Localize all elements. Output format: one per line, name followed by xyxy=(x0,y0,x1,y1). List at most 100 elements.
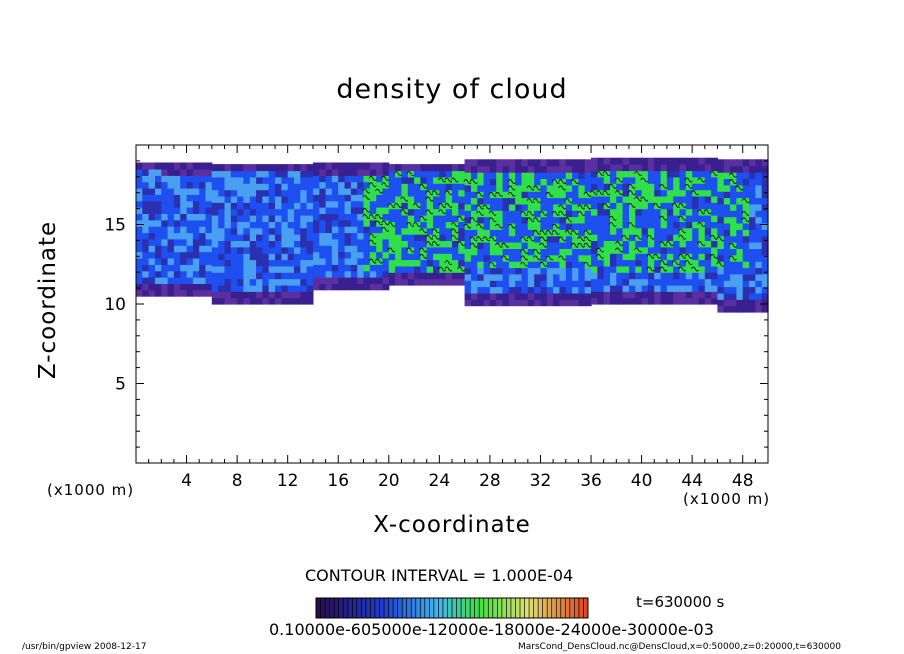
density-cell xyxy=(591,297,598,305)
density-cell xyxy=(407,164,415,172)
density-cell xyxy=(730,184,737,192)
density-cell xyxy=(515,172,523,179)
density-cell xyxy=(546,242,554,249)
contour-line xyxy=(659,215,669,221)
density-cell xyxy=(603,215,611,222)
density-cell xyxy=(610,253,617,261)
density-cell xyxy=(673,253,681,261)
density-cell xyxy=(622,240,630,248)
density-cell xyxy=(243,221,251,229)
density-cell xyxy=(527,261,535,269)
density-cell xyxy=(262,215,270,222)
density-cell xyxy=(502,261,510,269)
density-cell xyxy=(262,208,270,216)
contour-line xyxy=(602,190,612,196)
density-cell xyxy=(565,261,573,269)
density-cell xyxy=(742,235,750,243)
density-cell xyxy=(186,219,194,227)
density-cell xyxy=(755,261,763,269)
density-cell xyxy=(414,259,421,267)
density-cell xyxy=(262,284,270,292)
contour-line xyxy=(520,255,530,261)
density-cell xyxy=(205,289,213,297)
density-cell xyxy=(401,240,409,248)
contour-line xyxy=(431,241,441,246)
density-cell xyxy=(243,240,251,248)
density-cell xyxy=(319,219,327,227)
contour-line xyxy=(741,198,751,204)
contour-line xyxy=(596,171,605,177)
density-cell xyxy=(338,270,346,278)
density-cell xyxy=(578,222,586,230)
density-cell xyxy=(287,227,295,235)
density-cell xyxy=(673,291,681,299)
density-cell xyxy=(572,286,579,294)
density-cell xyxy=(224,291,232,299)
density-cell xyxy=(603,246,611,254)
density-cell xyxy=(136,219,143,227)
contour-line xyxy=(615,177,624,183)
density-cell xyxy=(666,164,674,172)
density-cell xyxy=(414,227,421,235)
density-cell xyxy=(287,189,295,197)
density-cell xyxy=(704,297,712,305)
density-cell xyxy=(685,202,693,210)
density-cell xyxy=(679,189,687,197)
density-cell xyxy=(173,187,181,195)
contour-line xyxy=(684,253,694,259)
density-cell xyxy=(224,176,232,184)
density-cell xyxy=(262,272,270,280)
density-cell xyxy=(420,202,428,210)
density-cell xyxy=(331,238,339,246)
density-cell xyxy=(597,284,605,292)
density-cell xyxy=(483,178,491,186)
density-cell xyxy=(319,194,327,202)
density-cell xyxy=(249,202,257,210)
density-cell xyxy=(205,175,213,183)
density-cell xyxy=(319,226,327,234)
density-cell xyxy=(199,168,207,176)
density-cell xyxy=(173,226,181,234)
density-cell xyxy=(603,195,611,203)
density-cell xyxy=(268,227,276,235)
density-cell xyxy=(414,183,421,191)
density-cell xyxy=(704,253,712,261)
density-cell xyxy=(155,238,162,246)
density-cell xyxy=(673,215,681,222)
density-cell xyxy=(471,165,478,173)
contour-line xyxy=(520,261,530,267)
density-cell xyxy=(704,157,712,165)
density-cell xyxy=(344,162,352,170)
density-cell xyxy=(262,259,270,267)
density-cell xyxy=(610,272,617,280)
density-cell xyxy=(294,215,301,222)
density-cell xyxy=(155,175,162,183)
density-cell xyxy=(256,240,263,248)
density-cell xyxy=(502,197,510,205)
density-cell xyxy=(761,159,769,167)
density-cell xyxy=(275,246,282,254)
density-cell xyxy=(395,195,402,203)
density-cell xyxy=(597,221,605,229)
density-cell xyxy=(300,240,308,248)
density-cell xyxy=(692,164,700,172)
density-cell xyxy=(749,273,756,281)
density-cell xyxy=(584,299,592,307)
density-cell xyxy=(616,183,624,191)
density-cell xyxy=(350,238,358,246)
density-cell xyxy=(256,284,263,292)
density-cell xyxy=(515,286,523,294)
density-cell xyxy=(192,232,200,240)
density-cell xyxy=(761,292,769,300)
density-cell xyxy=(761,273,769,281)
x-tick-label: 48 xyxy=(732,471,754,491)
density-cell xyxy=(591,278,598,286)
density-cell xyxy=(483,229,491,237)
density-cell xyxy=(173,213,181,221)
density-cell xyxy=(578,254,586,262)
density-cell xyxy=(723,178,731,186)
density-cell xyxy=(256,189,263,197)
density-cell xyxy=(622,183,630,191)
density-cell xyxy=(508,242,516,249)
density-cell xyxy=(414,272,421,280)
